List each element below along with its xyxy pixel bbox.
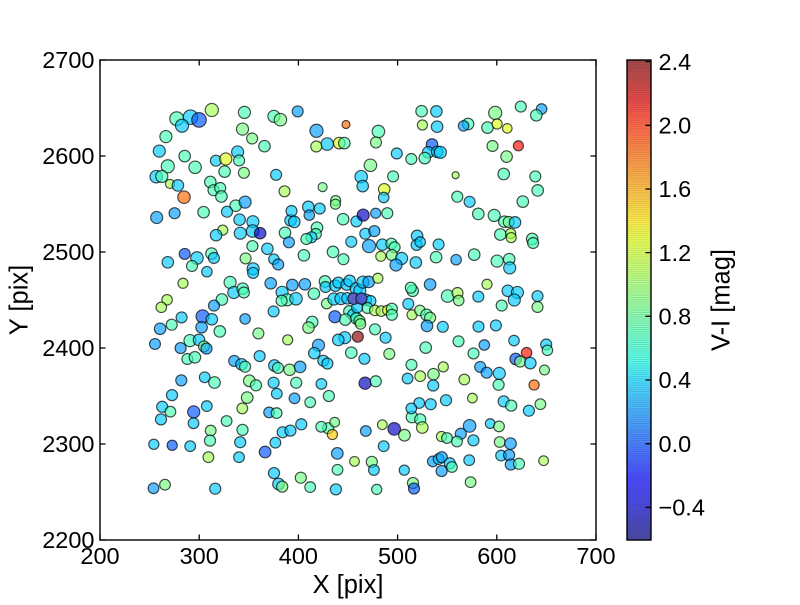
svg-text:2.0: 2.0	[659, 113, 692, 139]
svg-text:2300: 2300	[42, 431, 94, 457]
svg-text:1.2: 1.2	[659, 240, 692, 266]
svg-text:0.8: 0.8	[659, 304, 692, 330]
svg-text:400: 400	[279, 543, 318, 569]
svg-text:700: 700	[576, 543, 615, 569]
svg-text:200: 200	[80, 543, 119, 569]
svg-text:Y [pix]: Y [pix]	[6, 265, 34, 335]
svg-text:2600: 2600	[42, 143, 94, 169]
svg-text:600: 600	[477, 543, 516, 569]
svg-text:0.4: 0.4	[659, 367, 692, 393]
svg-text:500: 500	[378, 543, 417, 569]
svg-text:0.0: 0.0	[659, 431, 692, 457]
svg-text:2.4: 2.4	[659, 49, 692, 75]
svg-text:V-I [mag]: V-I [mag]	[708, 249, 736, 351]
svg-text:X [pix]: X [pix]	[313, 571, 384, 599]
svg-text:1.6: 1.6	[659, 176, 692, 202]
svg-text:−0.4: −0.4	[659, 495, 705, 521]
svg-text:2200: 2200	[42, 527, 94, 553]
svg-text:300: 300	[180, 543, 219, 569]
svg-text:2700: 2700	[42, 47, 94, 73]
svg-text:2400: 2400	[42, 335, 94, 361]
svg-text:2500: 2500	[42, 239, 94, 265]
